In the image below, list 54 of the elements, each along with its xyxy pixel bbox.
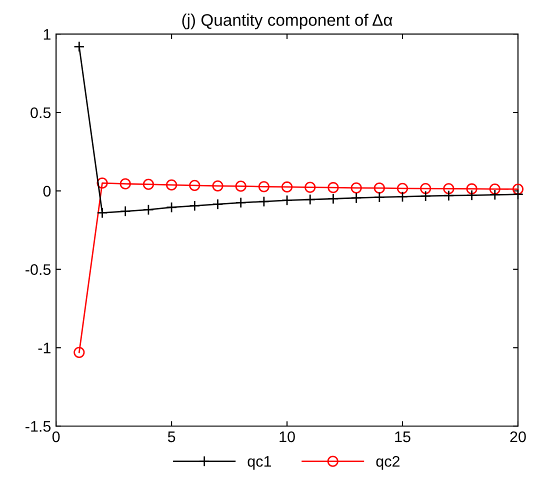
point — [304, 194, 316, 206]
point — [189, 200, 200, 212]
point — [189, 180, 200, 191]
point — [166, 202, 178, 213]
y-tick-label: 0 — [43, 186, 51, 197]
point — [212, 198, 224, 210]
point — [396, 182, 408, 194]
y-tick-label: -0.5 — [26, 264, 51, 275]
point — [512, 188, 524, 200]
point — [96, 178, 108, 189]
point — [74, 346, 85, 358]
y-tick-label: -1 — [38, 342, 50, 354]
point — [328, 193, 339, 204]
point — [374, 192, 385, 203]
point — [489, 183, 500, 195]
point — [443, 190, 454, 202]
x-tick-label: 10 — [280, 431, 295, 442]
chart-title: (j) Quantity component of Δα — [182, 14, 392, 30]
point — [396, 191, 408, 202]
x-tick-label: 15 — [395, 432, 410, 442]
point — [142, 204, 154, 216]
point — [235, 197, 246, 208]
point — [258, 196, 270, 208]
legend-label: qc2 — [376, 456, 400, 470]
legend-label: qc1 — [248, 456, 272, 470]
point — [374, 182, 385, 194]
y-tick-label: 0.5 — [30, 107, 51, 118]
point — [420, 182, 432, 194]
point — [443, 183, 454, 194]
x-tick-label: 5 — [168, 432, 176, 442]
point — [466, 183, 478, 194]
point — [96, 207, 108, 218]
point — [420, 190, 432, 202]
point — [466, 190, 478, 201]
point — [258, 181, 270, 192]
point — [489, 189, 500, 200]
point — [142, 178, 154, 190]
point — [212, 180, 224, 192]
point — [350, 182, 362, 194]
x-tick-label: 0 — [52, 431, 60, 442]
point — [281, 181, 293, 193]
point — [304, 182, 316, 193]
y-tick-label: -1.5 — [26, 421, 51, 432]
x-tick-label: 20 — [510, 431, 526, 442]
y-tick-label: 1 — [44, 29, 50, 40]
point — [281, 194, 293, 206]
point — [512, 184, 524, 195]
point — [166, 179, 178, 190]
point — [120, 178, 131, 190]
point — [328, 182, 339, 194]
point — [74, 41, 85, 52]
point — [350, 192, 362, 204]
point — [235, 180, 246, 192]
point — [120, 206, 131, 217]
